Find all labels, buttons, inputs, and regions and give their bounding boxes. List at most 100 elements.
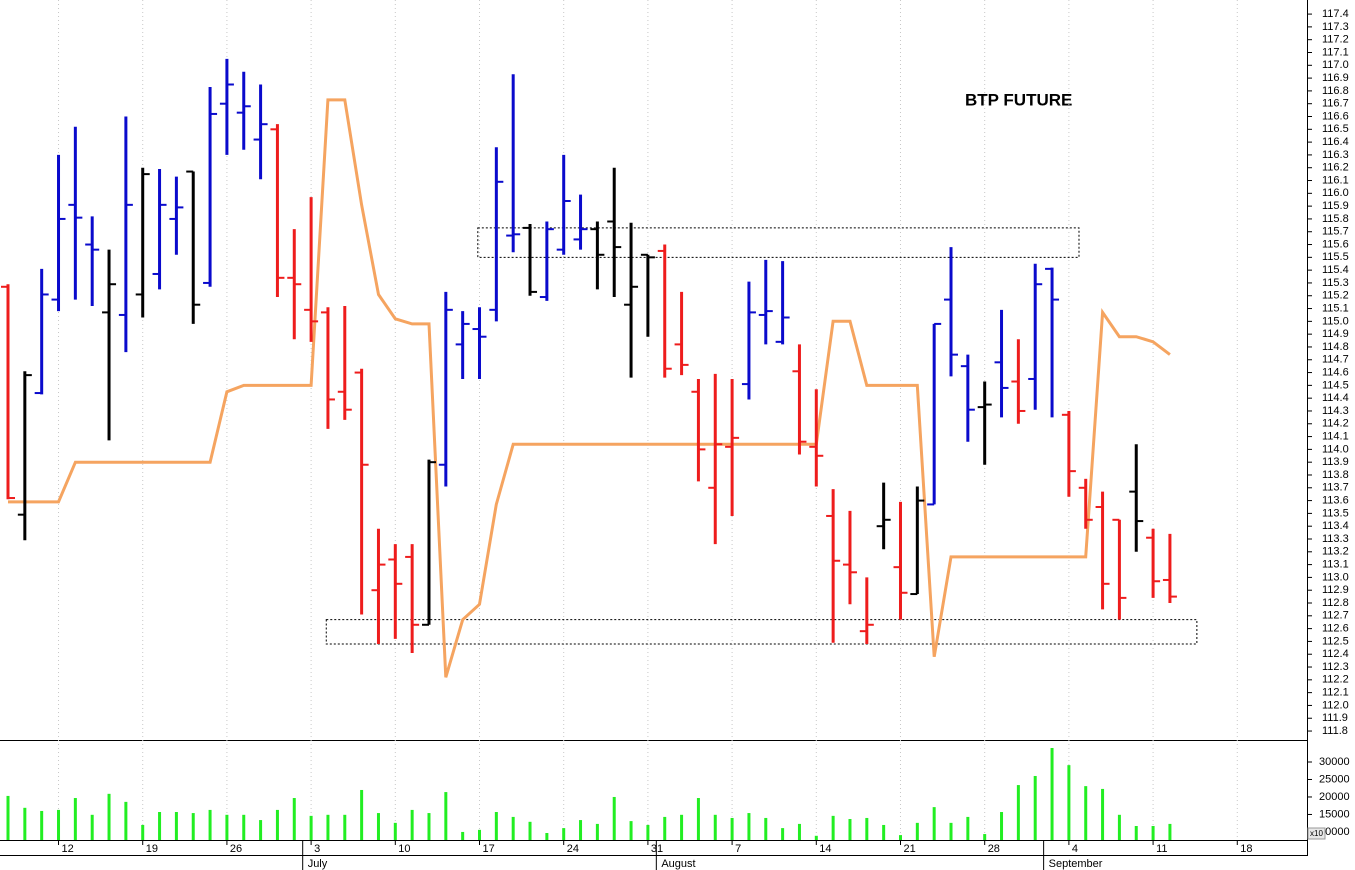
volume-bar bbox=[781, 828, 785, 840]
volume-bar bbox=[1151, 826, 1155, 840]
volume-bar bbox=[814, 835, 818, 840]
y-tick-label: 116.1 bbox=[1322, 174, 1349, 186]
y-tick-label: 115.6 bbox=[1322, 238, 1349, 250]
y-tick-label: 114.7 bbox=[1322, 354, 1349, 366]
volume-bar bbox=[57, 809, 61, 840]
y-tick-label: 117.4 bbox=[1322, 8, 1349, 20]
multiplier-label: x10 bbox=[1310, 829, 1323, 838]
volume-bar bbox=[158, 812, 162, 840]
volume-bar bbox=[797, 823, 801, 840]
volume-bar bbox=[646, 824, 650, 840]
y-tick-label: 115.2 bbox=[1322, 290, 1349, 302]
x-tick-label: 17 bbox=[483, 843, 495, 855]
x-tick-label: 7 bbox=[735, 843, 741, 855]
month-label: July bbox=[308, 858, 328, 870]
volume-bar bbox=[1101, 788, 1105, 840]
y-tick-label: 114.6 bbox=[1322, 366, 1349, 378]
y-tick-label: 114.1 bbox=[1322, 430, 1349, 442]
y-tick-label: 113.4 bbox=[1322, 520, 1349, 532]
y-tick-label: 112.1 bbox=[1322, 687, 1349, 699]
y-tick-label: 114.0 bbox=[1322, 443, 1349, 455]
x-tick-label: 11 bbox=[1156, 843, 1167, 855]
volume-bar bbox=[427, 813, 431, 840]
y-tick-label: 117.2 bbox=[1322, 34, 1349, 46]
x-tick-label: 24 bbox=[567, 843, 579, 855]
y-tick-label: 117.1 bbox=[1322, 46, 1349, 58]
volume-bar bbox=[579, 820, 583, 840]
y-tick-label: 116.2 bbox=[1322, 162, 1349, 174]
y-tick-label: 115.8 bbox=[1322, 213, 1349, 225]
annotation-box bbox=[477, 227, 1080, 258]
y-tick-label: 116.7 bbox=[1322, 98, 1349, 110]
y-tick-label: 111.9 bbox=[1322, 712, 1348, 724]
y-tick-label: 112.9 bbox=[1322, 584, 1349, 596]
volume-bar bbox=[73, 798, 77, 840]
volume-bar bbox=[915, 822, 919, 840]
volume-bar bbox=[764, 817, 768, 840]
y-tick-label: 116.9 bbox=[1322, 72, 1349, 84]
volume-bar bbox=[494, 812, 498, 840]
y-tick-label: 114.5 bbox=[1322, 379, 1349, 391]
volume-bar bbox=[124, 801, 128, 840]
x-tick-label: 14 bbox=[819, 843, 831, 855]
y-tick-label: 113.2 bbox=[1322, 546, 1349, 558]
volume-tick-label: 15000 bbox=[1319, 808, 1350, 820]
volume-bar bbox=[663, 816, 667, 840]
x-tick-label: 4 bbox=[1072, 843, 1078, 855]
volume-bar bbox=[1117, 814, 1121, 840]
y-tick-label: 114.3 bbox=[1322, 405, 1349, 417]
volume-tick-label: 20000 bbox=[1319, 791, 1350, 803]
y-tick-label: 112.8 bbox=[1322, 597, 1349, 609]
volume-bar bbox=[141, 824, 145, 840]
volume-bar bbox=[545, 833, 549, 840]
volume-tick-label: 25000 bbox=[1319, 773, 1350, 785]
volume-bar bbox=[696, 798, 700, 840]
annotation-box bbox=[325, 619, 1198, 645]
volume-bar bbox=[343, 814, 347, 840]
y-tick-label: 115.9 bbox=[1322, 200, 1349, 212]
volume-bar bbox=[983, 834, 987, 840]
volume-bar bbox=[595, 823, 599, 840]
volume-bar bbox=[1050, 747, 1054, 840]
volume-bar bbox=[191, 813, 195, 840]
y-tick-label: 115.7 bbox=[1322, 226, 1349, 238]
volume-bar bbox=[629, 821, 633, 840]
month-label: August bbox=[661, 858, 695, 870]
volume-bar bbox=[107, 793, 111, 840]
volume-bar bbox=[949, 822, 953, 840]
volume-bar bbox=[23, 807, 27, 840]
volume-bar bbox=[174, 812, 178, 840]
y-tick-label: 112.4 bbox=[1322, 648, 1349, 660]
y-tick-label: 113.7 bbox=[1322, 482, 1349, 494]
volume-bar bbox=[1016, 785, 1020, 840]
x-tick-label: 26 bbox=[230, 843, 242, 855]
y-tick-label: 116.0 bbox=[1322, 187, 1349, 199]
y-tick-label: 112.2 bbox=[1322, 674, 1349, 686]
y-tick-label: 113.0 bbox=[1322, 571, 1349, 583]
volume-bar bbox=[275, 809, 279, 840]
volume-tick-label: 10000 bbox=[1319, 826, 1350, 838]
x-tick-label: 3 bbox=[314, 843, 320, 855]
x-tick-label: 18 bbox=[1240, 843, 1252, 855]
y-tick-label: 116.3 bbox=[1322, 149, 1349, 161]
x-tick-label: 19 bbox=[146, 843, 158, 855]
x-tick-label: 12 bbox=[62, 843, 74, 855]
volume-bar bbox=[40, 810, 44, 840]
volume-tick-label: 30000 bbox=[1319, 756, 1350, 768]
y-tick-label: 115.3 bbox=[1322, 277, 1349, 289]
x-tick-label: 31 bbox=[651, 843, 663, 855]
volume-bar bbox=[393, 822, 397, 840]
volume-bar bbox=[747, 813, 751, 840]
multiplier-badge bbox=[1307, 827, 1326, 840]
y-tick-label: 116.5 bbox=[1322, 123, 1349, 135]
volume-bar bbox=[966, 816, 970, 840]
volume-bar bbox=[259, 820, 263, 840]
y-tick-label: 117.3 bbox=[1322, 21, 1349, 33]
volume-bar bbox=[848, 819, 852, 840]
volume-bar bbox=[680, 814, 684, 840]
chart-title: BTP FUTURE bbox=[965, 90, 1072, 109]
y-tick-label: 115.0 bbox=[1322, 315, 1349, 327]
y-tick-label: 112.5 bbox=[1322, 635, 1349, 647]
